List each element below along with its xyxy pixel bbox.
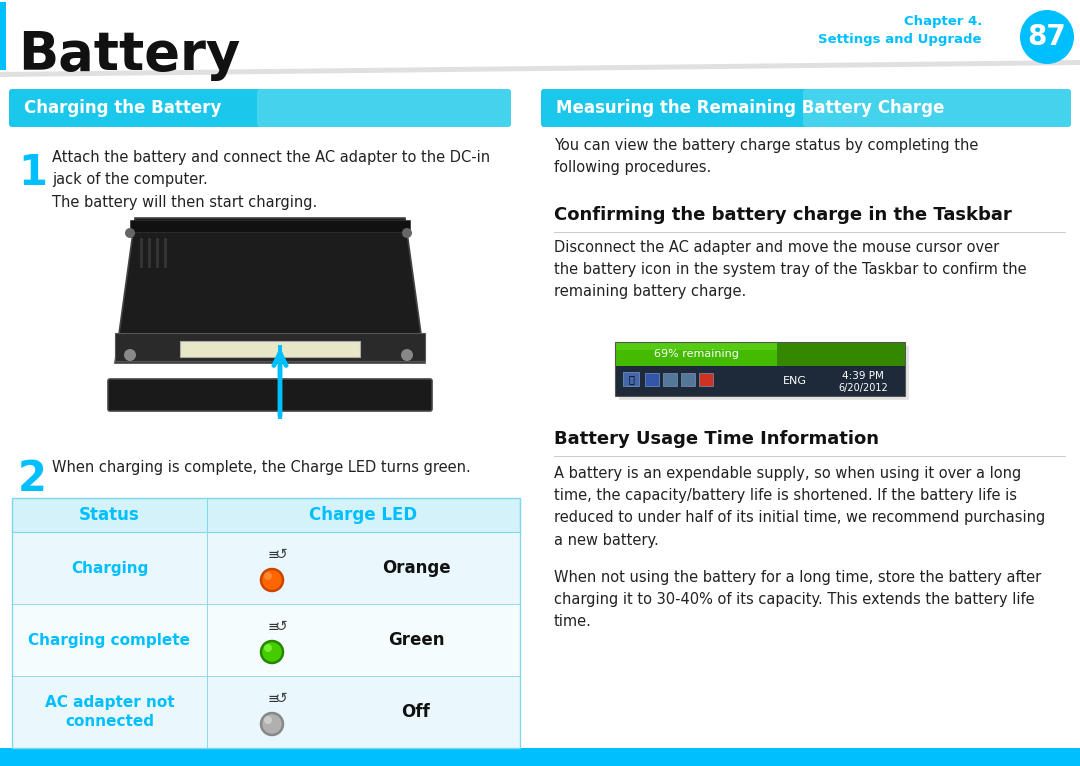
Bar	[207, 676, 208, 748]
FancyBboxPatch shape	[257, 89, 511, 127]
FancyBboxPatch shape	[108, 379, 432, 411]
Circle shape	[124, 349, 136, 361]
Bar	[12, 676, 519, 748]
Bar	[554, 456, 1066, 457]
Polygon shape	[0, 60, 1080, 77]
Text: ↺: ↺	[274, 618, 287, 633]
Bar	[645, 373, 659, 386]
Text: Charge LED: Charge LED	[310, 506, 418, 524]
Bar	[681, 373, 696, 386]
Text: Battery: Battery	[18, 29, 240, 81]
Text: ↺: ↺	[274, 690, 287, 705]
Text: Orange: Orange	[381, 559, 450, 577]
Text: 2: 2	[18, 458, 46, 500]
Bar	[699, 373, 713, 386]
Text: 🏴: 🏴	[629, 374, 634, 384]
Bar	[778, 342, 905, 366]
Bar	[0, 2, 6, 70]
FancyBboxPatch shape	[804, 89, 1071, 127]
Bar	[12, 532, 519, 604]
Text: Status: Status	[79, 506, 140, 524]
Text: Off: Off	[402, 703, 430, 721]
Circle shape	[261, 569, 283, 591]
Text: $\equiv$: $\equiv$	[265, 619, 280, 633]
Circle shape	[1020, 10, 1074, 64]
Text: ENG: ENG	[783, 376, 807, 386]
Polygon shape	[114, 218, 426, 363]
Bar	[148, 238, 151, 268]
Text: Green: Green	[388, 631, 444, 649]
FancyBboxPatch shape	[541, 89, 1071, 127]
Text: Charging the Battery: Charging the Battery	[24, 99, 221, 117]
Bar	[114, 333, 426, 361]
Text: The battery will then start charging.: The battery will then start charging.	[52, 195, 318, 210]
Bar	[0, 748, 1080, 766]
Circle shape	[261, 713, 283, 735]
Text: $\equiv$: $\equiv$	[265, 547, 280, 561]
Text: Chapter 4.
Settings and Upgrade: Chapter 4. Settings and Upgrade	[819, 15, 982, 45]
Bar	[207, 532, 208, 604]
Text: Measuring the Remaining Battery Charge: Measuring the Remaining Battery Charge	[556, 99, 944, 117]
Circle shape	[264, 572, 272, 580]
Bar	[663, 373, 677, 386]
Text: Confirming the battery charge in the Taskbar: Confirming the battery charge in the Tas…	[554, 206, 1012, 224]
Bar	[207, 604, 208, 676]
Text: When charging is complete, the Charge LED turns green.: When charging is complete, the Charge LE…	[52, 460, 471, 475]
Text: 1: 1	[18, 152, 48, 194]
Circle shape	[264, 716, 272, 724]
Bar	[615, 342, 778, 366]
Text: When not using the battery for a long time, store the battery after
charging it : When not using the battery for a long ti…	[554, 570, 1041, 630]
Bar	[554, 232, 1066, 233]
Text: ↺: ↺	[274, 546, 287, 561]
Bar	[140, 238, 143, 268]
Text: 6/20/2012: 6/20/2012	[838, 383, 888, 393]
Text: Charging complete: Charging complete	[28, 633, 190, 647]
Bar	[623, 372, 639, 386]
Bar	[615, 342, 778, 350]
Text: Attach the battery and connect the AC adapter to the DC-in
jack of the computer.: Attach the battery and connect the AC ad…	[52, 150, 490, 187]
Bar	[278, 345, 282, 419]
Bar	[207, 498, 208, 532]
Circle shape	[401, 349, 413, 361]
Circle shape	[125, 228, 135, 238]
Bar	[180, 341, 360, 357]
Bar	[12, 604, 519, 676]
Bar	[156, 238, 159, 268]
Circle shape	[261, 641, 283, 663]
Bar	[619, 346, 909, 400]
Text: Charging: Charging	[71, 561, 148, 575]
Text: 69% remaining: 69% remaining	[653, 349, 739, 359]
Text: 87: 87	[1028, 23, 1066, 51]
Text: Disconnect the AC adapter and move the mouse cursor over
the battery icon in the: Disconnect the AC adapter and move the m…	[554, 240, 1027, 300]
Text: You can view the battery charge status by completing the
following procedures.: You can view the battery charge status b…	[554, 138, 978, 175]
Text: $\equiv$: $\equiv$	[265, 691, 280, 705]
FancyBboxPatch shape	[9, 89, 511, 127]
Bar	[164, 238, 167, 268]
Text: AC adapter not
connected: AC adapter not connected	[44, 695, 174, 729]
Circle shape	[264, 644, 272, 652]
Circle shape	[402, 228, 411, 238]
Bar	[12, 498, 519, 532]
Bar	[130, 220, 410, 232]
Text: Battery Usage Time Information: Battery Usage Time Information	[554, 430, 879, 448]
Bar	[615, 366, 905, 396]
Text: A battery is an expendable supply, so when using it over a long
time, the capaci: A battery is an expendable supply, so wh…	[554, 466, 1045, 548]
Bar	[615, 342, 905, 396]
Bar	[12, 498, 519, 748]
Text: 4:39 PM: 4:39 PM	[842, 371, 883, 381]
